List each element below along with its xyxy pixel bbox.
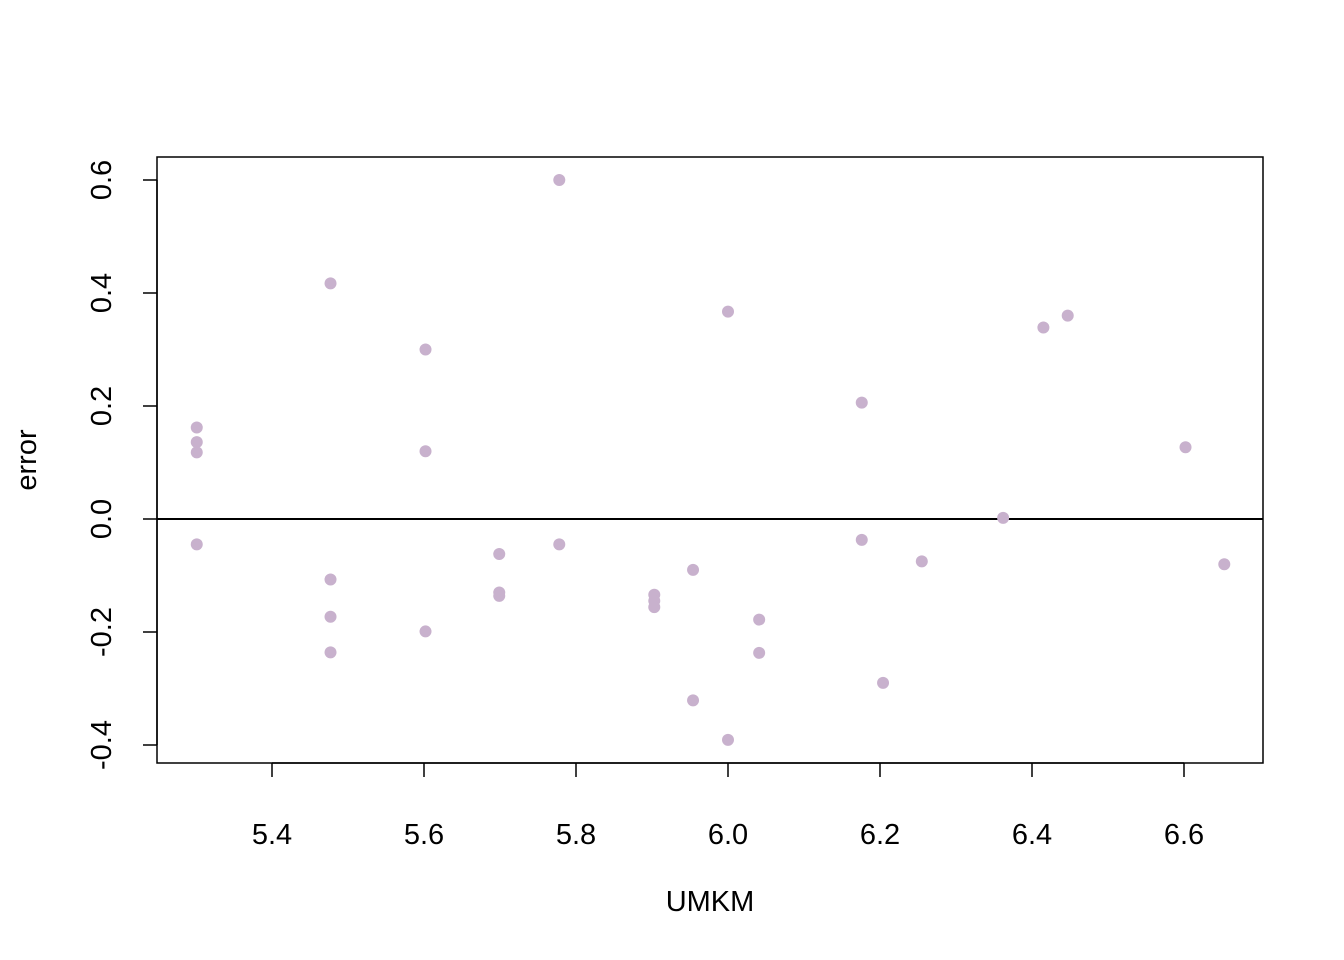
data-point-20	[687, 694, 700, 707]
data-point-23	[753, 613, 766, 626]
x-tick-label-0: 5.4	[252, 819, 292, 851]
data-point-0	[190, 421, 203, 434]
data-point-18	[648, 601, 661, 614]
y-tick-label-4: 0.4	[86, 273, 118, 313]
data-point-4	[324, 277, 337, 290]
data-point-15	[553, 538, 566, 551]
data-point-2	[190, 446, 203, 459]
data-point-7	[324, 646, 337, 659]
x-axis-label: UMKM	[666, 886, 755, 918]
data-point-14	[553, 174, 566, 186]
x-tick-label-2: 5.8	[556, 819, 596, 851]
x-tick-label-6: 6.6	[1164, 819, 1204, 851]
x-axis: 5.4 5.6 5.8 6.0 6.2 6.4 6.6	[252, 762, 1204, 851]
y-tick-label-0: -0.4	[86, 720, 118, 770]
data-point-25	[855, 396, 868, 409]
data-point-31	[1061, 309, 1074, 322]
data-point-1	[190, 436, 203, 449]
data-point-26	[855, 533, 868, 546]
x-tick-label-3: 6.0	[708, 819, 748, 851]
data-point-32	[1179, 441, 1192, 454]
y-tick-label-5: 0.6	[86, 160, 118, 200]
x-tick-label-5: 6.4	[1012, 819, 1052, 851]
data-points	[190, 174, 1231, 746]
data-point-3	[190, 538, 203, 551]
data-point-27	[877, 676, 890, 689]
data-point-22	[722, 733, 734, 746]
plot-frame	[156, 156, 1264, 764]
data-point-9	[419, 445, 432, 458]
data-point-6	[324, 610, 337, 623]
y-axis-label: error	[11, 429, 43, 491]
data-point-21	[722, 305, 734, 318]
data-point-11	[493, 548, 506, 561]
data-point-13	[493, 589, 506, 602]
data-point-24	[753, 646, 766, 659]
data-point-33	[1218, 558, 1231, 571]
data-point-29	[997, 511, 1010, 524]
data-point-5	[324, 573, 337, 586]
y-tick-label-1: -0.2	[86, 607, 118, 657]
y-axis: -0.4 -0.2 0.0 0.2 0.4 0.6	[86, 160, 158, 770]
x-tick-label-4: 6.2	[860, 819, 900, 851]
y-tick-label-3: 0.2	[86, 386, 118, 426]
data-point-19	[687, 563, 700, 576]
y-tick-label-2: 0.0	[86, 499, 118, 539]
data-point-8	[419, 343, 432, 356]
x-tick-label-1: 5.6	[404, 819, 444, 851]
data-point-30	[1037, 321, 1050, 334]
data-point-10	[419, 625, 432, 638]
data-point-28	[915, 555, 928, 568]
